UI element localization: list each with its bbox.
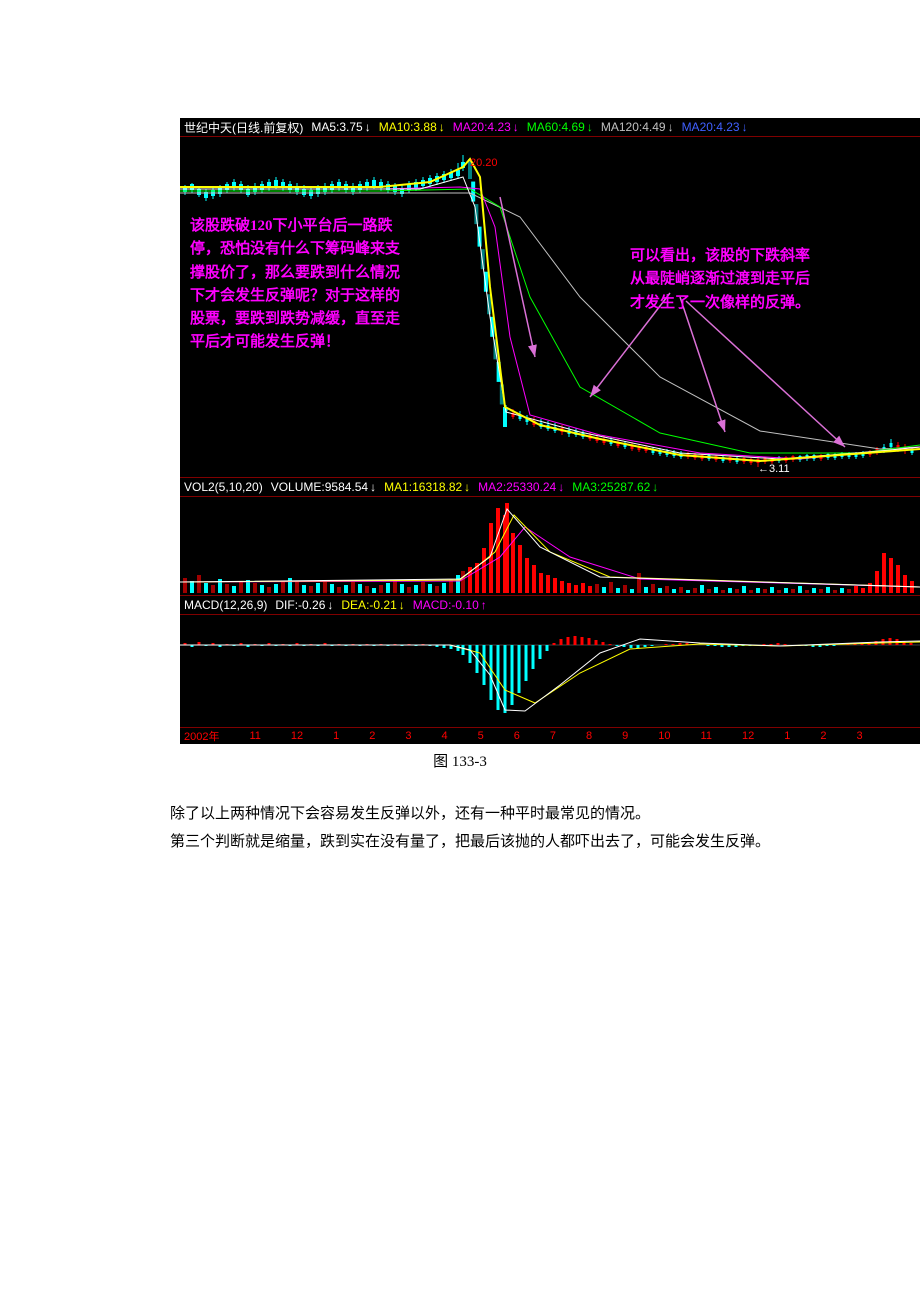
volume-svg: [180, 497, 920, 595]
annotation-left: 该股跌破120下小平台后一路跌 停，恐怕没有什么下筹码峰来支 撑股价了，那么要跌…: [190, 215, 400, 355]
high-price-label: 20.20: [470, 157, 498, 169]
price-pane: 20.20 ←3.11 该股跌破120下小平台后一路跌 停，恐怕没有什么下筹码峰…: [180, 137, 920, 478]
low-price-label: ←3.11: [758, 463, 790, 475]
x-axis: 2002年1112123456789101112123: [180, 728, 920, 744]
paragraph-2: 第三个判断就是缩量，跌到实在没有量了，把最后该抛的人都吓出去了，可能会发生反弹。: [140, 829, 810, 857]
p2-a: 第三个判断就是缩量，跌到实在没有量了，把最后该抛的人都吓出去了，可能会发生反弹。: [170, 834, 770, 850]
figure-caption: 图 133-3: [0, 750, 920, 771]
body-text: 除了以上两种情况下会容易发生反弹以外，还有一种平时最常见的情况。 第三个判断就是…: [140, 801, 810, 857]
macd-header: MACD(12,26,9)DIF:-0.26DEA:-0.21MACD:-0.1…: [180, 596, 920, 615]
macd-pane: [180, 615, 920, 728]
price-header: 世纪中天(日线.前复权)MA5:3.75MA10:3.88MA20:4.23MA…: [180, 118, 920, 137]
stock-chart: 世纪中天(日线.前复权)MA5:3.75MA10:3.88MA20:4.23MA…: [180, 118, 920, 744]
macd-svg: [180, 615, 920, 727]
volume-pane: [180, 497, 920, 596]
paragraph-1: 除了以上两种情况下会容易发生反弹以外，还有一种平时最常见的情况。: [140, 801, 810, 829]
annotation-right: 可以看出，该股的下跌斜率 从最陡峭逐渐过渡到走平后 才发生了一次像样的反弹。: [630, 245, 810, 315]
volume-header: VOL2(5,10,20)VOLUME:9584.54MA1:16318.82M…: [180, 478, 920, 497]
